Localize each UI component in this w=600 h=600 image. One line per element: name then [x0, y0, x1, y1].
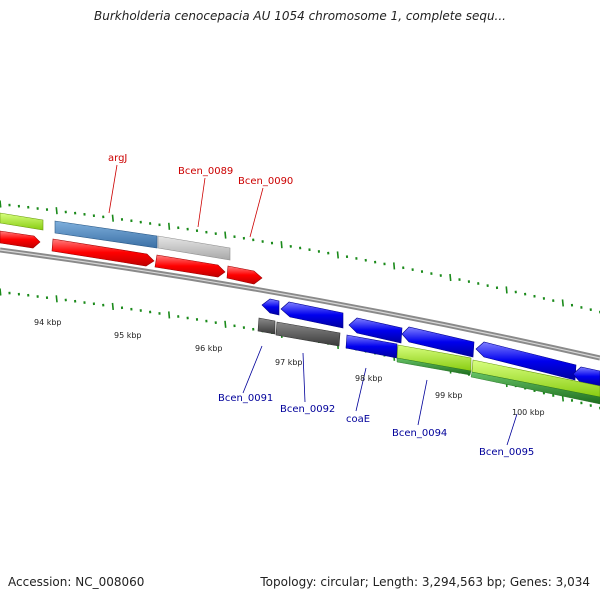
cds-blue-2[interactable] [280, 301, 344, 329]
tick-upper-24 [224, 231, 227, 239]
tick-upper-0 [0, 200, 2, 208]
cds-red-3[interactable] [154, 254, 226, 278]
tick-upper-36 [336, 251, 339, 259]
gene-label-bcen-0089[interactable]: Bcen_0089 [178, 166, 233, 177]
cds-blue-1[interactable] [261, 298, 280, 316]
cds-blue-6[interactable] [572, 366, 600, 387]
kbp-label-94: 94 kbp [34, 318, 62, 327]
tick-lower-0 [0, 288, 2, 296]
gene-label-bcen-0090[interactable]: Bcen_0090 [238, 176, 293, 187]
tick-upper-6 [55, 207, 58, 215]
kbp-label-97: 97 kbp [275, 358, 303, 367]
gene-lime-left[interactable] [0, 212, 44, 231]
gene-argJ[interactable] [54, 220, 158, 249]
label-leader-lines [108, 164, 518, 446]
scale-ticks-upper [0, 200, 600, 314]
cds-blue-4[interactable] [401, 326, 475, 358]
kbp-label-95: 95 kbp [114, 331, 142, 340]
cds-red-1[interactable] [0, 230, 41, 249]
genome-summary-text: Topology: circular; Length: 3,294,563 bp… [260, 575, 590, 589]
cds-blue-3[interactable] [348, 317, 403, 344]
gene-label-argJ[interactable]: argJ [108, 153, 127, 164]
gene-bcen-0094-block-lower[interactable] [396, 357, 472, 376]
gene-bcen-0095-block[interactable] [471, 359, 600, 398]
tick-upper-18 [168, 222, 171, 230]
tick-lower-24 [224, 320, 227, 328]
gene-bcen-0089[interactable] [157, 235, 231, 261]
tick-lower-6 [55, 295, 58, 303]
cds-red-4[interactable] [226, 265, 263, 285]
accession-text: Accession: NC_008060 [8, 575, 145, 589]
gene-label-bcen-0092[interactable]: Bcen_0092 [280, 404, 335, 415]
reverse-strand-genes [257, 298, 600, 405]
gene-bcen-0091-block[interactable] [257, 317, 276, 335]
tick-upper-30 [280, 241, 283, 249]
forward-strand-genes [0, 212, 263, 285]
tick-upper-42 [393, 262, 396, 270]
tick-upper-12 [111, 214, 114, 222]
tick-lower-12 [111, 302, 114, 310]
kbp-label-99: 99 kbp [435, 391, 463, 400]
kbp-label-96: 96 kbp [195, 344, 223, 353]
gene-bcen-0092-block[interactable] [275, 321, 341, 347]
kbp-label-98: 98 kbp [355, 374, 383, 383]
gene-label-bcen-0095[interactable]: Bcen_0095 [479, 447, 534, 458]
tick-upper-60 [561, 299, 564, 307]
gene-label-bcen-0091[interactable]: Bcen_0091 [218, 393, 273, 404]
tick-lower-18 [168, 311, 171, 319]
gene-label-bcen-0094[interactable]: Bcen_0094 [392, 428, 447, 439]
chromosome-backbone [0, 247, 600, 361]
tick-upper-48 [449, 273, 452, 282]
gene-bcen-0095-block-lower[interactable] [470, 371, 600, 405]
tick-upper-54 [505, 286, 508, 294]
kbp-label-100: 100 kbp [512, 408, 545, 417]
map-title: Burkholderia cenocepacia AU 1054 chromos… [94, 9, 506, 23]
cds-red-2[interactable] [51, 238, 155, 267]
gene-label-coaE[interactable]: coaE [346, 414, 370, 425]
